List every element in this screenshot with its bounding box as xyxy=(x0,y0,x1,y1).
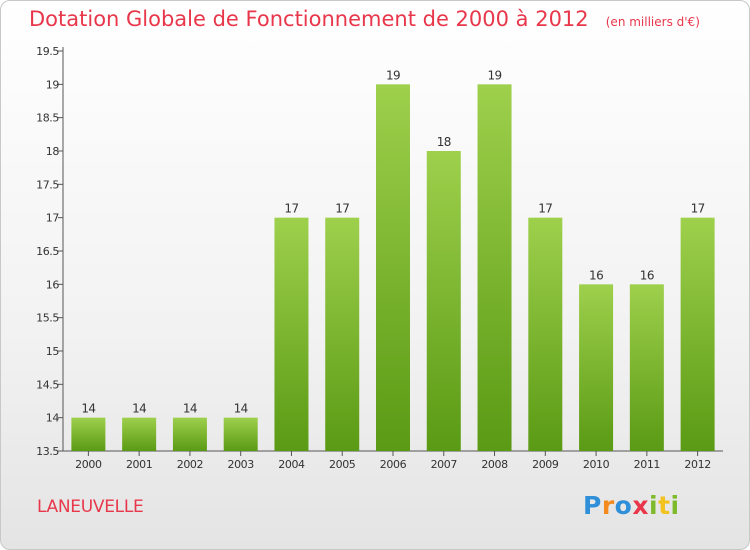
bar xyxy=(528,217,563,451)
y-tick-label: 18.5 xyxy=(36,112,59,125)
data-label: 17 xyxy=(335,202,349,216)
bar xyxy=(71,417,106,451)
x-tick-label: 2004 xyxy=(278,458,305,471)
y-tick-label: 17.5 xyxy=(36,178,59,191)
bar xyxy=(274,217,309,451)
data-label: 14 xyxy=(132,402,146,416)
data-label: 17 xyxy=(284,202,298,216)
y-tick-label: 14 xyxy=(46,412,60,425)
data-label: 16 xyxy=(589,268,603,282)
bar xyxy=(629,284,664,451)
x-tick-label: 2007 xyxy=(431,458,458,471)
y-tick-label: 15 xyxy=(46,345,60,358)
data-label: 16 xyxy=(640,268,654,282)
bar xyxy=(579,284,614,451)
x-tick-label: 2005 xyxy=(329,458,356,471)
bar xyxy=(376,84,410,451)
y-tick-label: 13.5 xyxy=(36,445,59,458)
bar xyxy=(223,417,258,451)
data-label: 14 xyxy=(183,402,197,416)
data-label: 19 xyxy=(487,68,501,82)
data-label: 18 xyxy=(437,135,451,149)
commune-name: LANEUVELLE xyxy=(37,497,144,517)
bar xyxy=(477,84,512,451)
bar xyxy=(680,217,715,451)
chart-title-main: Dotation Globale de Fonctionnement de 20… xyxy=(29,7,589,31)
proxiti-logo: Proxiti xyxy=(583,491,680,520)
bar xyxy=(122,417,157,451)
y-tick-label: 19 xyxy=(46,78,60,91)
chart-title: Dotation Globale de Fonctionnement de 20… xyxy=(29,7,700,31)
logo-letter-i: i xyxy=(649,491,659,520)
bar xyxy=(325,217,360,451)
x-tick-label: 2002 xyxy=(177,458,203,471)
x-tick-label: 2000 xyxy=(75,458,102,471)
y-tick-label: 17 xyxy=(46,212,60,225)
y-tick-label: 19.5 xyxy=(36,45,59,58)
bar xyxy=(426,151,461,451)
logo-letter-o: o xyxy=(614,491,633,520)
x-tick-label: 2006 xyxy=(380,458,407,471)
y-tick-label: 16 xyxy=(46,278,60,291)
y-tick-label: 14.5 xyxy=(36,378,59,391)
data-label: 19 xyxy=(386,68,400,82)
logo-letter-r: r xyxy=(601,491,615,520)
y-tick-label: 18 xyxy=(46,145,60,158)
data-label: 17 xyxy=(538,202,552,216)
x-tick-label: 2012 xyxy=(684,458,710,471)
logo-letter-p: P xyxy=(583,491,602,520)
data-label: 17 xyxy=(691,202,705,216)
data-label: 14 xyxy=(234,402,248,416)
chart-subtitle: (en milliers d'€) xyxy=(605,15,700,29)
logo-letter-t: t xyxy=(658,491,671,520)
x-tick-label: 2009 xyxy=(532,458,559,471)
x-tick-label: 2003 xyxy=(227,458,254,471)
x-tick-label: 2008 xyxy=(481,458,508,471)
x-tick-label: 2001 xyxy=(126,458,152,471)
logo-letter-x: x xyxy=(632,491,649,520)
bar xyxy=(172,417,207,451)
data-label: 14 xyxy=(81,402,95,416)
y-tick-label: 16.5 xyxy=(36,245,59,258)
x-tick-label: 2010 xyxy=(583,458,610,471)
logo-letter-i2: i xyxy=(670,491,680,520)
y-tick-label: 15.5 xyxy=(36,312,59,325)
x-tick-label: 2011 xyxy=(634,458,660,471)
